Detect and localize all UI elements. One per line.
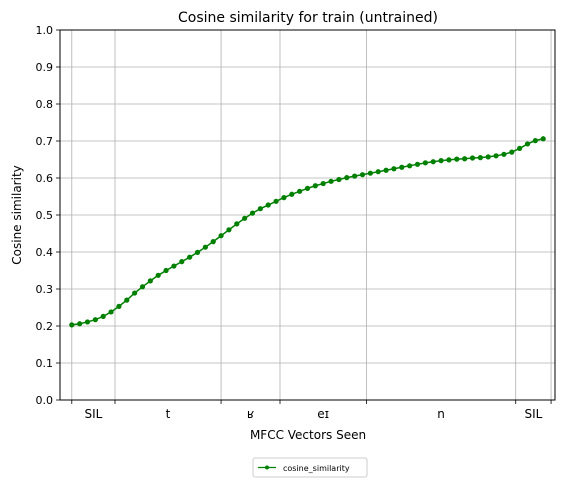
data-point <box>297 188 303 194</box>
x-segment-label: SIL <box>524 407 542 421</box>
data-point <box>462 156 468 162</box>
data-point <box>155 272 161 278</box>
y-tick-label: 0.8 <box>36 98 54 111</box>
data-point <box>234 221 240 227</box>
data-point <box>532 138 538 144</box>
data-point <box>273 198 279 204</box>
data-point <box>328 178 334 184</box>
legend: cosine_similarity <box>252 457 368 478</box>
data-point <box>509 149 515 155</box>
data-point <box>163 267 169 274</box>
data-point <box>320 180 326 187</box>
chart-title: Cosine similarity for train (untrained) <box>178 10 438 26</box>
data-point <box>414 161 421 167</box>
data-point <box>375 169 381 175</box>
y-tick-label: 0.3 <box>36 283 54 296</box>
data-point <box>171 263 177 269</box>
data-point <box>477 155 483 161</box>
data-point <box>179 259 185 265</box>
x-segment-label: SIL <box>84 407 102 421</box>
data-point <box>399 164 405 170</box>
data-point <box>493 153 499 159</box>
x-segment-label: eɪ <box>317 407 329 421</box>
series-cosine-similarity <box>69 136 546 328</box>
series-line <box>71 138 544 326</box>
y-tick-label: 0.5 <box>36 209 54 222</box>
data-point <box>202 244 208 250</box>
data-point <box>540 136 546 142</box>
y-axis: 0.0 0.1 0.2 0.3 0.4 0.5 0.6 0.7 0.8 0.9 1.0 <box>36 24 60 407</box>
data-point <box>265 202 271 208</box>
data-point <box>69 322 75 328</box>
y-tick-label: 0.4 <box>36 246 54 259</box>
y-tick-label: 0.2 <box>36 320 54 333</box>
data-point <box>187 254 193 260</box>
data-point <box>469 155 476 161</box>
grid-lines <box>60 29 555 401</box>
data-point <box>454 156 460 162</box>
legend-label: cosine_similarity <box>283 464 350 473</box>
y-tick-label: 0.6 <box>36 172 54 185</box>
data-point <box>430 159 436 165</box>
data-point <box>124 297 130 303</box>
data-point <box>210 239 216 245</box>
y-tick-label: 0.0 <box>36 394 54 407</box>
x-axis: SIL t ʁ eɪ n SIL <box>71 400 552 421</box>
data-point <box>501 151 507 157</box>
data-point <box>367 170 373 176</box>
y-axis-label: Cosine similarity <box>10 165 24 264</box>
data-point <box>422 160 428 166</box>
x-segment-label: ʁ <box>247 407 254 421</box>
x-segment-label: t <box>166 407 171 421</box>
y-tick-label: 0.9 <box>36 61 54 74</box>
x-segment-label: n <box>437 407 445 421</box>
data-point <box>391 166 397 172</box>
legend-frame <box>252 457 368 478</box>
x-axis-label: MFCC Vectors Seen <box>250 428 366 442</box>
data-point <box>100 313 106 319</box>
data-point <box>226 227 232 233</box>
data-point <box>383 167 389 173</box>
data-point <box>438 158 444 164</box>
data-point <box>139 284 146 290</box>
legend-marker-swatch <box>265 465 269 470</box>
data-point <box>359 172 366 178</box>
data-point <box>304 185 311 191</box>
data-point <box>289 191 295 197</box>
data-point <box>84 319 91 325</box>
data-point <box>524 141 531 147</box>
data-point <box>336 176 342 183</box>
y-tick-label: 0.7 <box>36 135 54 148</box>
data-point <box>218 233 224 239</box>
data-point <box>312 183 318 189</box>
data-point <box>249 210 256 216</box>
data-point <box>407 163 413 169</box>
data-point <box>132 290 138 296</box>
data-point <box>517 145 523 151</box>
data-point <box>108 309 114 315</box>
data-point <box>257 206 263 212</box>
data-point <box>147 278 153 284</box>
data-point <box>242 215 248 221</box>
data-point <box>281 195 287 201</box>
data-point <box>485 154 491 160</box>
y-tick-label: 1.0 <box>36 24 54 37</box>
data-point <box>352 173 358 179</box>
y-tick-label: 0.1 <box>36 357 54 370</box>
data-point <box>344 175 350 181</box>
data-point <box>446 157 452 163</box>
data-point <box>116 303 122 309</box>
data-point <box>92 317 98 323</box>
data-point <box>77 321 83 327</box>
data-point <box>194 249 201 255</box>
